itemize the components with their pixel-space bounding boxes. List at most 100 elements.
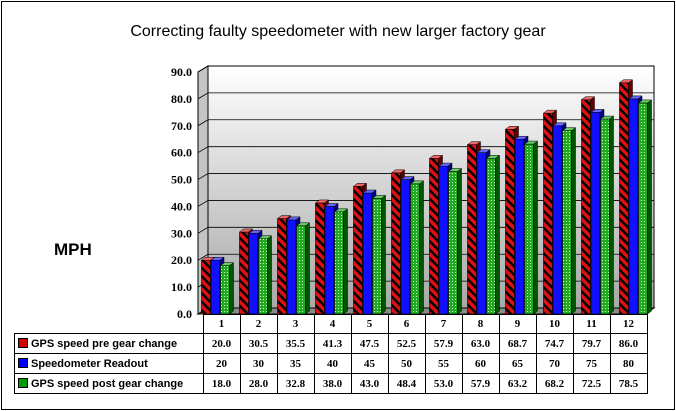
category-label: 1 [202,314,241,334]
bar-top [561,127,577,131]
data-label: 38.0 [313,373,352,394]
bar-top [504,126,520,130]
bar-top [333,208,349,213]
category-label: 4 [313,314,352,334]
data-label: 35 [276,353,315,374]
bar-top [552,122,567,127]
data-table-row: GPS speed post gear change 18.0 28.0 32.8 38… [14,373,648,394]
bar-top [628,95,643,100]
bar [296,225,306,315]
series-label: GPS speed post gear change [14,373,204,394]
y-tick-label: 40.0 [171,199,192,213]
y-tick-label: 80.0 [171,92,192,106]
category-label: 10 [535,314,574,334]
bar [486,158,496,315]
data-label: 30 [239,353,278,374]
data-label: 86.0 [609,333,648,354]
bar-side [609,115,614,315]
y-tick-label: 70.0 [171,119,192,133]
bar-top [362,189,377,194]
y-axis-label: MPH [54,240,92,259]
data-label: 70 [535,353,574,374]
bar-side [533,140,538,315]
bar [524,143,534,315]
data-table-corner [14,314,204,334]
data-label: 32.8 [276,373,315,394]
data-label: 65 [498,353,537,374]
bar [543,112,553,315]
category-label: 7 [424,314,463,334]
data-label: 40 [313,353,352,374]
gridline [197,119,654,127]
bar-top [210,256,225,261]
bar [362,192,373,315]
bar-top [238,228,254,233]
bar-top [466,141,482,145]
series-name: Speedometer Readout [31,357,148,370]
bar [324,206,335,315]
series-name: GPS speed pre gear change [31,337,178,350]
bar-side [267,235,272,315]
bar-top [599,115,615,120]
bar-top [514,135,529,140]
category-label: 8 [461,314,500,334]
data-label: 41.3 [313,333,352,354]
gridline [197,92,654,100]
bar-side [495,154,500,315]
bar-top [428,155,444,159]
category-label: 11 [572,314,611,334]
data-label: 35.5 [276,333,315,354]
bar-top [485,155,501,159]
data-label: 30.5 [239,333,278,354]
data-label: 48.4 [387,373,426,394]
category-label: 2 [239,314,278,334]
bar [505,128,515,315]
y-axis-ticks: 0.010.020.030.040.050.060.070.080.090.0 [171,65,192,321]
bar [410,183,420,315]
bar [638,102,648,315]
y-tick-label: 60.0 [171,146,192,160]
bar [552,125,563,315]
bar-top [219,262,235,266]
data-label: 20 [202,353,241,374]
bar-side [457,167,462,315]
y-tick-label: 10.0 [171,280,192,294]
bar [590,112,601,315]
bar [315,202,325,315]
category-label: 3 [276,314,315,334]
bar-top [590,109,605,113]
bar-top [286,216,301,221]
chart-title: Correcting faulty speedometer with new l… [130,23,546,40]
bar-top [438,162,453,167]
data-table-row: Speedometer Readout 20 30 35 40 45 50 55 60 65 70 7… [14,353,648,374]
bar-side [381,194,386,315]
bar [562,130,572,315]
bar [600,118,610,315]
legend-swatch [18,357,28,368]
bar [400,179,411,315]
data-label: 45 [350,353,389,374]
y-tick-label: 50.0 [171,173,192,187]
bar [448,171,458,315]
bar-top [618,79,634,84]
bar-top [542,109,558,114]
bar-top [637,99,653,104]
bar-side [419,180,424,315]
data-table-body: GPS speed pre gear change 20.0 30.5 35.5 41.… [14,333,648,394]
bar-top [276,215,292,219]
data-label: 18.0 [202,373,241,394]
data-label: 57.9 [424,333,463,354]
bar-top [352,183,368,187]
data-label: 57.9 [461,373,500,394]
gridline [197,65,654,73]
series-label: Speedometer Readout [14,353,204,374]
series-name: GPS speed post gear change [31,377,184,390]
data-table-header-row: 1 2 3 4 5 6 7 8 9 10 11 12 [14,314,648,334]
data-label: 78.5 [609,373,648,394]
bar [239,231,249,315]
data-table-row: GPS speed pre gear change 20.0 30.5 35.5 41.… [14,333,648,354]
data-label: 63.0 [461,333,500,354]
bar [220,265,230,315]
